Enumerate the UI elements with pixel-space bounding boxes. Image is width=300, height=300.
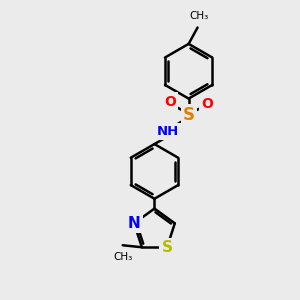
Text: N: N bbox=[128, 216, 140, 231]
Text: S: S bbox=[161, 240, 172, 255]
Text: CH₃: CH₃ bbox=[113, 252, 132, 262]
Text: CH₃: CH₃ bbox=[189, 11, 209, 21]
Text: O: O bbox=[164, 94, 176, 109]
Text: O: O bbox=[201, 97, 213, 111]
Text: NH: NH bbox=[157, 125, 179, 138]
Text: S: S bbox=[183, 106, 195, 124]
